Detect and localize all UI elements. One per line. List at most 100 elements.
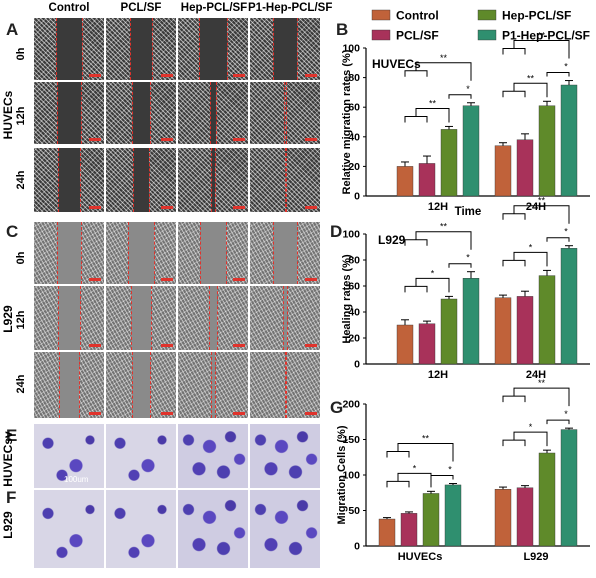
bar [440,298,458,365]
wound-gap [283,286,287,350]
panel-label-g: G [330,398,344,417]
wound-edge-line [199,18,200,80]
wound-micrograph [34,148,104,212]
wound-edge-line [211,352,212,418]
y-tick-label: 100 [342,470,360,482]
significance-bracket [448,94,472,99]
scale-bar [161,138,173,141]
significance-label: ** [538,196,546,206]
scale-bar [305,206,317,209]
significance-bracket [502,82,548,98]
group-label-l929: L929 [1,305,15,333]
x-tick-label: L929 [523,551,548,563]
scale-bar [161,412,173,415]
panel-label-a: A [6,20,19,39]
significance-label: * [529,242,533,252]
wound-edge-line [200,222,201,284]
scale-bar [89,412,101,415]
group-label-huvecsv: HUVECsv [1,431,15,487]
wound-edge-line [132,352,133,418]
y-tick-label: 40 [348,307,360,319]
panel-label-b: B [336,20,349,39]
y-tick-label: 20 [348,333,360,345]
wound-micrograph [250,286,320,350]
wound-micrograph [250,82,320,144]
transwell-micrograph [178,424,248,488]
scale-bar-label: 100um [64,475,89,484]
y-tick-label: 0 [354,191,360,203]
panel-label-e: E [6,426,18,445]
bar [462,105,480,197]
scale-bar [161,206,173,209]
scale-bar [89,278,101,281]
transwell-micrograph [250,424,320,488]
wound-micrograph [250,148,320,212]
wound-gap [57,82,81,144]
bar [396,324,414,365]
significance-label: ** [422,434,430,444]
legend-label: Hep-PCL/SF [502,9,571,23]
wound-micrograph [106,148,176,212]
significance-bracket [502,251,548,267]
transwell-micrograph [106,424,176,488]
bar [396,166,414,197]
wound-edge-line [150,82,151,144]
wound-edge-line [80,148,81,212]
scale-bar [89,206,101,209]
legend-swatch [477,9,497,21]
wound-edge-line [226,222,227,284]
y-tick-label: 60 [348,102,360,114]
wound-edge-line [286,82,287,144]
wound-edge-line [130,18,131,80]
y-tick-label: 20 [348,161,360,173]
scale-bar [233,74,245,77]
x-tick-label: HUVECs [398,551,443,563]
wound-gap [131,286,151,350]
y-tick-label: 100 [342,229,360,241]
wound-gap [209,286,217,350]
wound-edge-line [217,286,218,350]
wound-micrograph [106,222,176,284]
wound-edge-line [297,18,298,80]
significance-label: * [529,422,533,432]
bar [418,323,436,365]
wound-edge-line [152,18,153,80]
wound-edge-line [57,82,58,144]
bar [494,489,512,547]
y-tick-label: 100 [342,43,360,55]
wound-gap [273,222,297,284]
wound-micrograph [178,352,248,418]
wound-edge-line [132,82,133,144]
wound-edge-line [273,18,274,80]
wound-gap [56,18,82,80]
scale-bar [305,138,317,141]
bar [560,248,578,365]
bar [538,105,556,197]
chart-inner-label: L929 [378,233,406,247]
wound-micrograph [34,352,104,418]
group-label-l929-transwell: L929 [1,511,15,539]
legend-label: Control [396,9,439,23]
significance-label: ** [440,53,448,63]
panel-label-f: F [6,488,17,507]
wound-edge-line [209,286,210,350]
significance-bracket [386,443,454,462]
legend-swatch [477,29,497,41]
wound-gap [59,352,79,418]
y-tick-label: 80 [348,255,360,267]
significance-bracket [502,387,570,407]
wound-edge-line [80,286,81,350]
wound-edge-line [59,352,60,418]
column-header-hep-pcl-sf: Hep-PCL/SF [180,2,248,14]
wound-edge-line [287,286,288,350]
transwell-micrograph [34,490,104,568]
significance-label: ** [538,31,546,41]
wound-micrograph [34,286,104,350]
bar [560,429,578,547]
wound-gap [210,82,216,144]
significance-label: * [448,465,452,475]
y-tick-label: 200 [342,399,360,411]
y-tick-label: 0 [354,541,360,553]
transwell-micrograph [250,490,320,568]
scale-bar [305,278,317,281]
